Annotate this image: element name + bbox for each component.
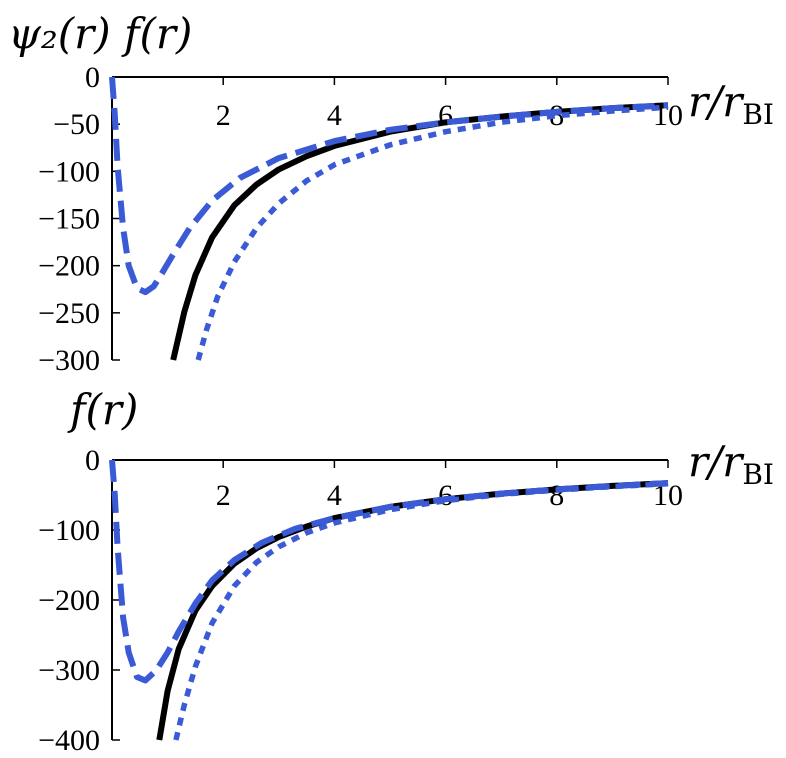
bottom-chart: f(r) r/rBI 2 4 6 8 100−100−200−300−400: [38, 385, 774, 757]
top-x-axis-label: r/rBI: [688, 77, 774, 131]
x-tick-label: 4: [327, 479, 342, 512]
y-tick-label: 0: [85, 444, 100, 477]
x-tick-label: 8: [549, 479, 564, 512]
series-line-dotted: [173, 481, 669, 741]
x-tick-label: 4: [327, 99, 342, 132]
y-tick-label: −250: [38, 297, 100, 330]
x-tick-label: 8: [549, 99, 564, 132]
series-line-dashed: [109, 76, 669, 296]
y-tick-label: −200: [38, 584, 100, 617]
top-y-axis-label: ψ₂(r) f(r): [8, 9, 192, 58]
series-line-solid: [170, 102, 669, 361]
x-tick-label: 6: [438, 99, 453, 132]
bottom-y-axis-label: f(r): [67, 385, 138, 434]
y-tick-label: −100: [38, 514, 100, 547]
x-tick-label: 2: [216, 99, 231, 132]
series-line-solid: [156, 480, 669, 741]
bottom-x-axis-label: r/rBI: [688, 437, 774, 491]
y-tick-label: −300: [38, 654, 100, 687]
series-line-dashed: [109, 459, 669, 684]
y-tick-label: −200: [38, 250, 100, 283]
y-tick-label: −150: [38, 203, 100, 236]
top-chart: ψ₂(r) f(r) r/rBI 2 4 6 8 100−50−100−150−200−…: [8, 9, 774, 377]
x-tick-label: 2: [216, 479, 231, 512]
series-line-dotted: [195, 104, 669, 361]
y-tick-label: −50: [53, 108, 100, 141]
y-tick-label: −300: [38, 344, 100, 377]
y-tick-label: −400: [38, 724, 100, 757]
y-tick-label: −100: [38, 155, 100, 188]
y-tick-label: 0: [85, 61, 100, 94]
x-tick-label: 6: [438, 479, 453, 512]
